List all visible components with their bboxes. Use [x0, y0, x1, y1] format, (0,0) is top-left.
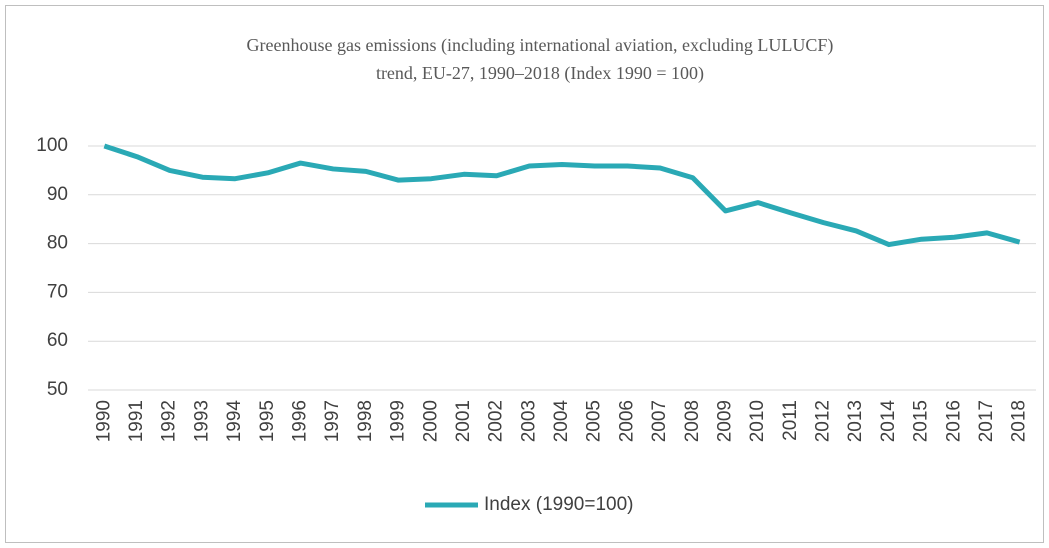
chart-title: Greenhouse gas emissions (including inte…	[247, 35, 834, 56]
x-tick-label: 2018	[1009, 400, 1030, 442]
x-tick-label: 1993	[191, 400, 212, 442]
x-tick-label: 2016	[943, 400, 964, 442]
x-tick-label: 2009	[714, 400, 735, 442]
y-tick-label: 50	[47, 379, 68, 400]
x-tick-label: 2004	[551, 400, 572, 443]
x-tick-label: 1999	[388, 400, 409, 442]
x-tick-label: 2014	[878, 400, 899, 443]
x-tick-label: 2005	[584, 400, 605, 442]
x-tick-label: 2001	[453, 400, 474, 442]
x-tick-label: 2015	[911, 400, 932, 442]
x-tick-label: 1998	[355, 400, 376, 442]
x-tick-label: 2000	[420, 400, 441, 442]
x-tick-label: 1992	[159, 400, 180, 442]
y-tick-label: 90	[47, 184, 68, 205]
chart-frame	[5, 5, 1044, 543]
x-tick-label: 2013	[845, 400, 866, 442]
x-tick-label: 2007	[649, 400, 670, 442]
x-tick-label: 2008	[682, 400, 703, 442]
legend-label: Index (1990=100)	[484, 494, 633, 515]
x-tick-label: 1994	[224, 400, 245, 443]
x-tick-label: 1996	[289, 400, 310, 442]
y-tick-label: 70	[47, 281, 68, 302]
y-tick-label: 100	[36, 135, 68, 156]
chart-title: trend, EU-27, 1990–2018 (Index 1990 = 10…	[376, 63, 704, 84]
y-tick-label: 80	[47, 233, 68, 254]
y-tick-label: 60	[47, 330, 68, 351]
x-tick-label: 2002	[486, 400, 507, 442]
x-tick-label: 1995	[257, 400, 278, 442]
x-tick-label: 1997	[322, 400, 343, 442]
x-tick-label: 2010	[747, 400, 768, 442]
x-tick-label: 2006	[616, 400, 637, 442]
x-tick-label: 2003	[518, 400, 539, 442]
x-tick-label: 2012	[813, 400, 834, 442]
x-tick-label: 2017	[976, 400, 997, 442]
x-tick-label: 2011	[780, 400, 801, 441]
x-tick-label: 1991	[126, 400, 147, 442]
x-tick-label: 1990	[93, 400, 114, 442]
data-line	[103, 143, 1021, 248]
